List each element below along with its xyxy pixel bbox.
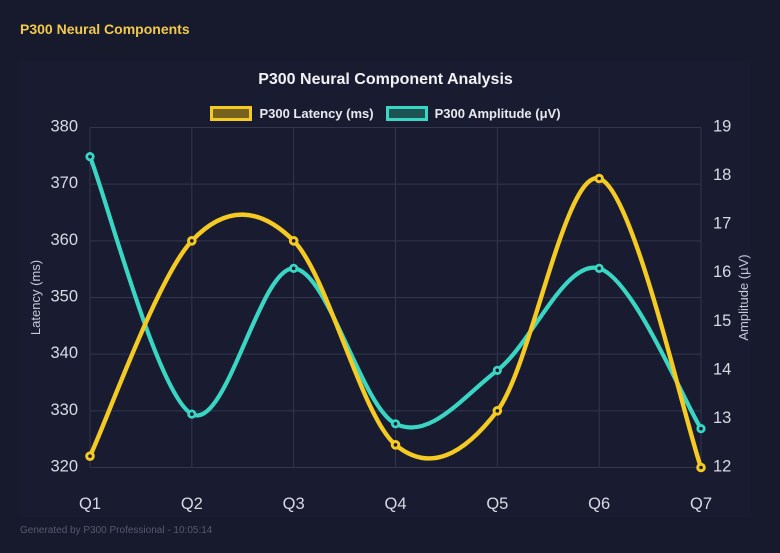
svg-text:13: 13 — [713, 409, 731, 427]
svg-text:16: 16 — [713, 263, 731, 281]
svg-text:Q1: Q1 — [79, 495, 101, 513]
svg-text:380: 380 — [50, 118, 78, 136]
svg-text:Q5: Q5 — [486, 495, 508, 513]
svg-text:Q3: Q3 — [283, 495, 305, 513]
svg-text:Q7: Q7 — [690, 495, 712, 513]
svg-text:14: 14 — [713, 360, 731, 378]
svg-text:Q2: Q2 — [181, 495, 203, 513]
svg-text:Q6: Q6 — [588, 495, 610, 513]
svg-text:12: 12 — [713, 458, 731, 476]
svg-text:17: 17 — [713, 215, 731, 233]
svg-text:15: 15 — [713, 312, 731, 330]
svg-text:320: 320 — [50, 458, 78, 476]
svg-text:330: 330 — [50, 401, 78, 419]
svg-text:Amplitude (µV): Amplitude (µV) — [736, 254, 751, 340]
svg-text:340: 340 — [50, 344, 78, 362]
svg-text:19: 19 — [713, 118, 731, 136]
svg-text:18: 18 — [713, 166, 731, 184]
svg-text:360: 360 — [50, 231, 78, 249]
svg-text:Latency (ms): Latency (ms) — [28, 260, 43, 335]
svg-text:Q4: Q4 — [384, 495, 406, 513]
svg-text:350: 350 — [50, 288, 78, 306]
svg-text:370: 370 — [50, 174, 78, 192]
